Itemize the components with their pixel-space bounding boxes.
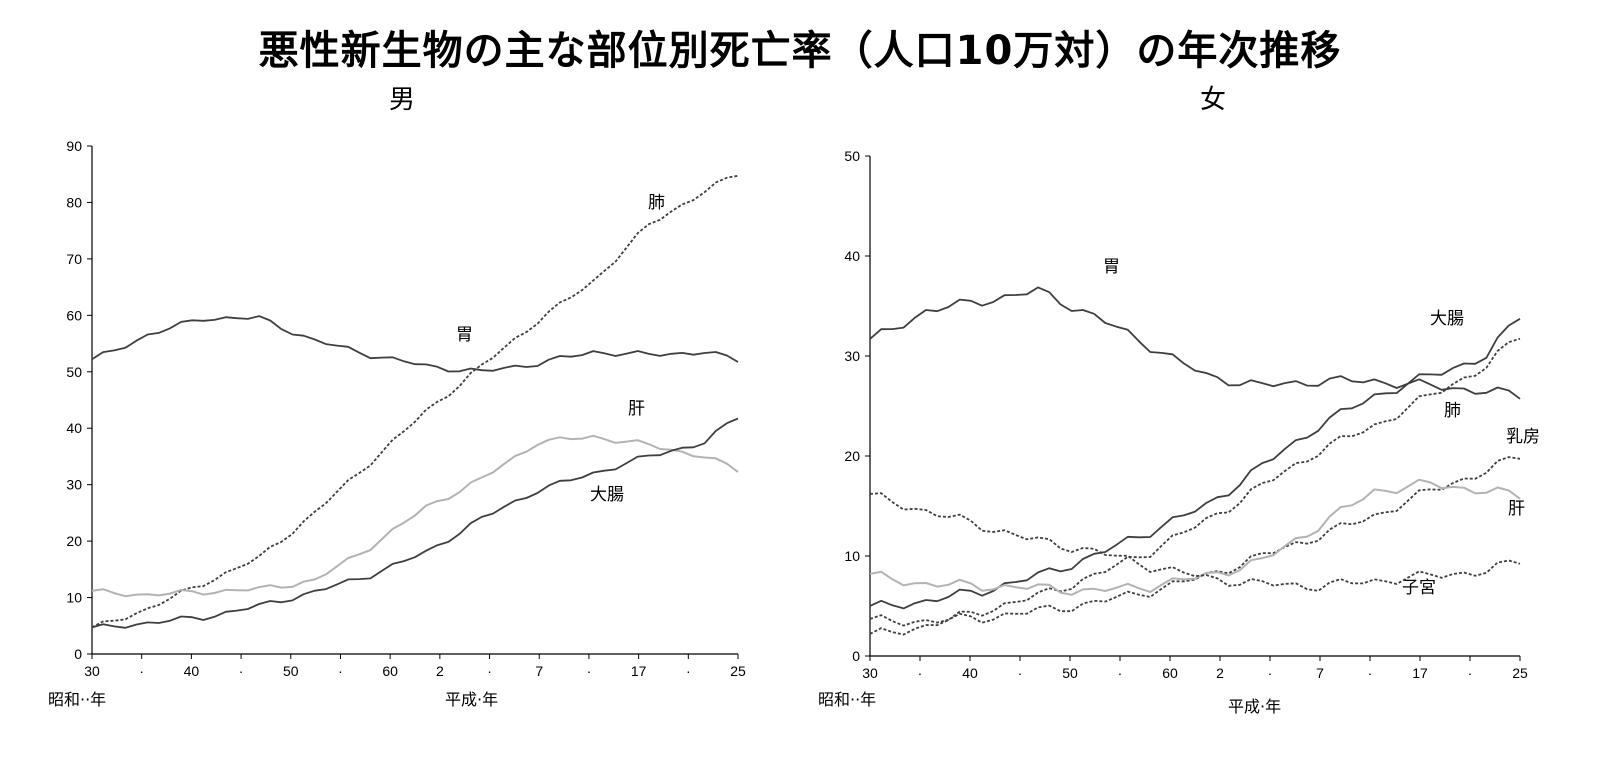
x-tick-label: 50 — [283, 663, 299, 679]
x-tick-label: · — [1468, 665, 1473, 681]
y-tick-label: 90 — [66, 138, 82, 154]
series-line-肝 — [869, 478, 1521, 596]
x-tick-label: · — [1268, 665, 1273, 681]
x-tick-label: 17 — [1412, 665, 1428, 681]
series-line-肺 — [869, 337, 1521, 636]
y-tick-label: 50 — [844, 148, 860, 164]
y-tick-label: 40 — [66, 420, 82, 436]
y-tick-label: 40 — [844, 248, 860, 264]
panel-title: 女 — [1200, 85, 1226, 115]
series-label: 大腸 — [1430, 309, 1464, 329]
y-tick-label: 80 — [66, 194, 82, 210]
x-tick-label: 7 — [535, 663, 543, 679]
x-tick-label: 7 — [1316, 665, 1324, 681]
y-tick-label: 30 — [844, 348, 860, 364]
y-tick-label: 50 — [66, 364, 82, 380]
x-tick-label: · — [139, 663, 144, 679]
x-tick-label: 17 — [631, 663, 647, 679]
x-tick-label: 2 — [1216, 665, 1224, 681]
chart-male: 男 0 10 20 30 40 50 60 70 80 90 30 · 40 · 50 · 60 2 · 7 · 17 · 25… — [48, 85, 746, 709]
x-axis-label-heisei: 平成·年 — [445, 690, 498, 709]
x-tick-label: 60 — [1162, 665, 1178, 681]
x-tick-label: · — [1118, 665, 1123, 681]
x-tick-label: 50 — [1062, 665, 1078, 681]
y-tick-label: 70 — [66, 251, 82, 267]
x-tick-label: 30 — [862, 665, 878, 681]
y-tick-label: 20 — [844, 448, 860, 464]
x-tick-label: · — [686, 663, 691, 679]
series-line-子宮 — [869, 492, 1521, 592]
y-tick-label: 20 — [66, 533, 82, 549]
x-tick-label: 40 — [962, 665, 978, 681]
series-line-肝 — [91, 434, 739, 598]
series-line-胃 — [91, 315, 739, 373]
x-tick-label: · — [1368, 665, 1373, 681]
series-line-胃 — [869, 286, 1521, 400]
x-tick-label: · — [239, 663, 244, 679]
series-label: 大腸 — [590, 485, 624, 505]
x-tick-label: · — [1018, 665, 1023, 681]
series-label: 子宮 — [1402, 578, 1436, 598]
x-tick-label: · — [918, 665, 923, 681]
x-tick-label: 60 — [382, 663, 398, 679]
x-tick-label: 2 — [436, 663, 444, 679]
x-axis-label-heisei: 平成·年 — [1228, 697, 1281, 716]
series-label: 乳房 — [1506, 427, 1540, 447]
series-line-大腸 — [869, 318, 1521, 610]
chart-female: 女 0 10 20 30 40 50 30 · 40 · 50 · 60 2 · 7 · 17 · 25 昭和··年 平成·… — [818, 85, 1540, 716]
x-tick-label: · — [587, 663, 592, 679]
y-tick-label: 30 — [66, 477, 82, 493]
series-label: 肺 — [648, 193, 665, 213]
y-tick-label: 10 — [66, 590, 82, 606]
series-line-乳房 — [869, 456, 1521, 627]
series-label: 肝 — [628, 399, 645, 419]
y-tick-label: 10 — [844, 548, 860, 564]
series-label: 胃 — [456, 325, 473, 345]
series-label: 肝 — [1508, 499, 1525, 519]
series-label: 胃 — [1103, 257, 1120, 277]
y-tick-label: 60 — [66, 307, 82, 323]
x-tick-label: 40 — [184, 663, 200, 679]
x-tick-label: · — [338, 663, 343, 679]
x-tick-label: 25 — [1512, 665, 1528, 681]
y-tick-label: 0 — [852, 648, 860, 664]
series-line-大腸 — [91, 417, 739, 629]
series-label: 肺 — [1444, 401, 1461, 421]
main-title: 悪性新生物の主な部位別死亡率（人口10万対）の年次推移 — [258, 28, 1342, 74]
y-tick-label: 0 — [74, 646, 82, 662]
x-tick-label: · — [487, 663, 492, 679]
x-axis-label-showa: 昭和··年 — [48, 690, 106, 709]
x-tick-label: 25 — [730, 663, 746, 679]
panel-title: 男 — [389, 85, 415, 115]
x-tick-label: 30 — [84, 663, 100, 679]
series-line-肺 — [91, 174, 739, 629]
x-axis-label-showa: 昭和··年 — [818, 690, 876, 709]
